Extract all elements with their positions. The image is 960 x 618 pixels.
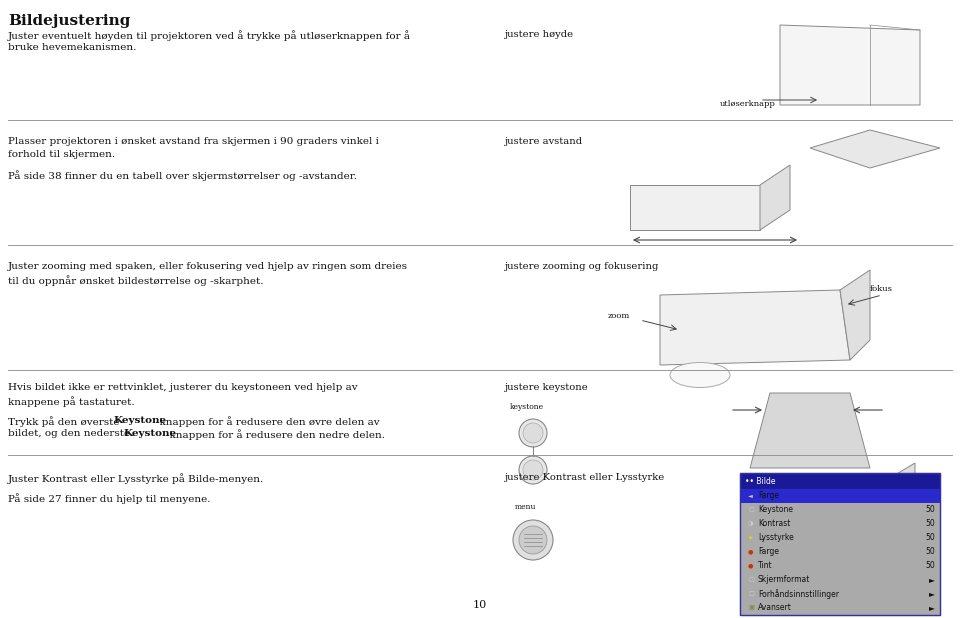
Circle shape — [523, 423, 543, 443]
Circle shape — [513, 520, 553, 560]
FancyBboxPatch shape — [740, 473, 940, 489]
Text: menu: menu — [515, 503, 537, 511]
Text: fokus: fokus — [870, 285, 893, 293]
Text: Keystone: Keystone — [123, 429, 176, 438]
Text: ◄: ◄ — [748, 494, 753, 499]
Text: justere Kontrast eller Lysstyrke: justere Kontrast eller Lysstyrke — [505, 473, 665, 482]
Text: bruke hevemekanismen.: bruke hevemekanismen. — [8, 43, 136, 52]
Text: ●: ● — [748, 564, 754, 569]
Text: ▢: ▢ — [748, 591, 754, 596]
Text: Skjermformat: Skjermformat — [758, 575, 810, 585]
FancyBboxPatch shape — [740, 559, 940, 573]
Text: Farge: Farge — [758, 548, 779, 556]
Text: 10: 10 — [473, 600, 487, 610]
Circle shape — [519, 419, 547, 447]
Text: Forhåndsinnstillinger: Forhåndsinnstillinger — [758, 589, 839, 599]
Text: -knappen for å redusere den nedre delen.: -knappen for å redusere den nedre delen. — [166, 429, 385, 440]
Polygon shape — [840, 270, 870, 360]
Text: justere avstand: justere avstand — [505, 137, 583, 146]
Text: Trykk på den øverste: Trykk på den øverste — [8, 416, 123, 427]
Polygon shape — [790, 478, 890, 518]
Text: På side 38 finner du en tabell over skjermstørrelser og -avstander.: På side 38 finner du en tabell over skje… — [8, 170, 357, 181]
Text: ►: ► — [929, 575, 935, 585]
Text: keystone: keystone — [510, 403, 544, 411]
Polygon shape — [890, 463, 915, 518]
Text: Lysstyrke: Lysstyrke — [758, 533, 794, 543]
Text: Kontrast: Kontrast — [758, 520, 790, 528]
Text: ▢: ▢ — [748, 577, 754, 583]
Circle shape — [523, 460, 543, 480]
Text: bildet, og den nederste: bildet, og den nederste — [8, 429, 133, 438]
Text: justere keystone: justere keystone — [505, 383, 588, 392]
Text: Avansert: Avansert — [758, 604, 792, 612]
Text: Keystone: Keystone — [758, 506, 793, 515]
Text: Juster Kontrast eller Lysstyrke på Bilde-menyen.: Juster Kontrast eller Lysstyrke på Bilde… — [8, 473, 264, 484]
Text: 50: 50 — [925, 506, 935, 515]
Text: ▢: ▢ — [748, 507, 754, 512]
Text: -knappen for å redusere den øvre delen av: -knappen for å redusere den øvre delen a… — [156, 416, 379, 427]
Text: Hvis bildet ikke er rettvinklet, justerer du keystoneen ved hjelp av: Hvis bildet ikke er rettvinklet, justere… — [8, 383, 358, 392]
Text: Farge: Farge — [758, 491, 779, 501]
Circle shape — [519, 456, 547, 484]
FancyBboxPatch shape — [740, 489, 940, 615]
Text: Keystone: Keystone — [113, 416, 166, 425]
Text: utløserknapp: utløserknapp — [720, 100, 776, 108]
Circle shape — [519, 526, 547, 554]
Text: ▣: ▣ — [748, 606, 754, 611]
Ellipse shape — [670, 363, 730, 387]
Text: Tint: Tint — [758, 562, 773, 570]
Text: •• Bilde: •• Bilde — [745, 476, 776, 486]
Text: 50: 50 — [925, 548, 935, 556]
Text: ●: ● — [748, 549, 754, 554]
Text: Juster eventuelt høyden til projektoren ved å trykke på utløserknappen for å: Juster eventuelt høyden til projektoren … — [8, 30, 411, 41]
Text: forhold til skjermen.: forhold til skjermen. — [8, 150, 115, 159]
Text: ►: ► — [929, 604, 935, 612]
Polygon shape — [780, 25, 920, 105]
Polygon shape — [750, 393, 870, 468]
FancyBboxPatch shape — [740, 601, 940, 615]
FancyBboxPatch shape — [740, 573, 940, 587]
Polygon shape — [810, 130, 940, 168]
Text: Bildejustering: Bildejustering — [8, 14, 131, 28]
Text: ✦: ✦ — [748, 536, 754, 541]
FancyBboxPatch shape — [740, 503, 940, 517]
Polygon shape — [760, 165, 790, 230]
Text: justere høyde: justere høyde — [505, 30, 574, 39]
FancyBboxPatch shape — [740, 545, 940, 559]
Text: justere zooming og fokusering: justere zooming og fokusering — [505, 262, 660, 271]
Text: På side 27 finner du hjelp til menyene.: På side 27 finner du hjelp til menyene. — [8, 493, 210, 504]
Text: 50: 50 — [925, 533, 935, 543]
FancyBboxPatch shape — [740, 517, 940, 531]
FancyBboxPatch shape — [740, 531, 940, 545]
FancyBboxPatch shape — [740, 587, 940, 601]
Text: til du oppnår ønsket bildestørrelse og -skarphet.: til du oppnår ønsket bildestørrelse og -… — [8, 275, 263, 286]
FancyBboxPatch shape — [740, 489, 940, 503]
Text: Plasser projektoren i ønsket avstand fra skjermen i 90 graders vinkel i: Plasser projektoren i ønsket avstand fra… — [8, 137, 379, 146]
Text: ◑: ◑ — [748, 522, 754, 527]
Text: zoom: zoom — [608, 312, 631, 320]
Polygon shape — [630, 185, 760, 230]
Text: 50: 50 — [925, 562, 935, 570]
Text: 50: 50 — [925, 520, 935, 528]
Text: Juster zooming med spaken, eller fokusering ved hjelp av ringen som dreies: Juster zooming med spaken, eller fokuser… — [8, 262, 408, 271]
Text: ►: ► — [929, 590, 935, 598]
Text: knappene på tastaturet.: knappene på tastaturet. — [8, 396, 134, 407]
Polygon shape — [660, 290, 850, 365]
